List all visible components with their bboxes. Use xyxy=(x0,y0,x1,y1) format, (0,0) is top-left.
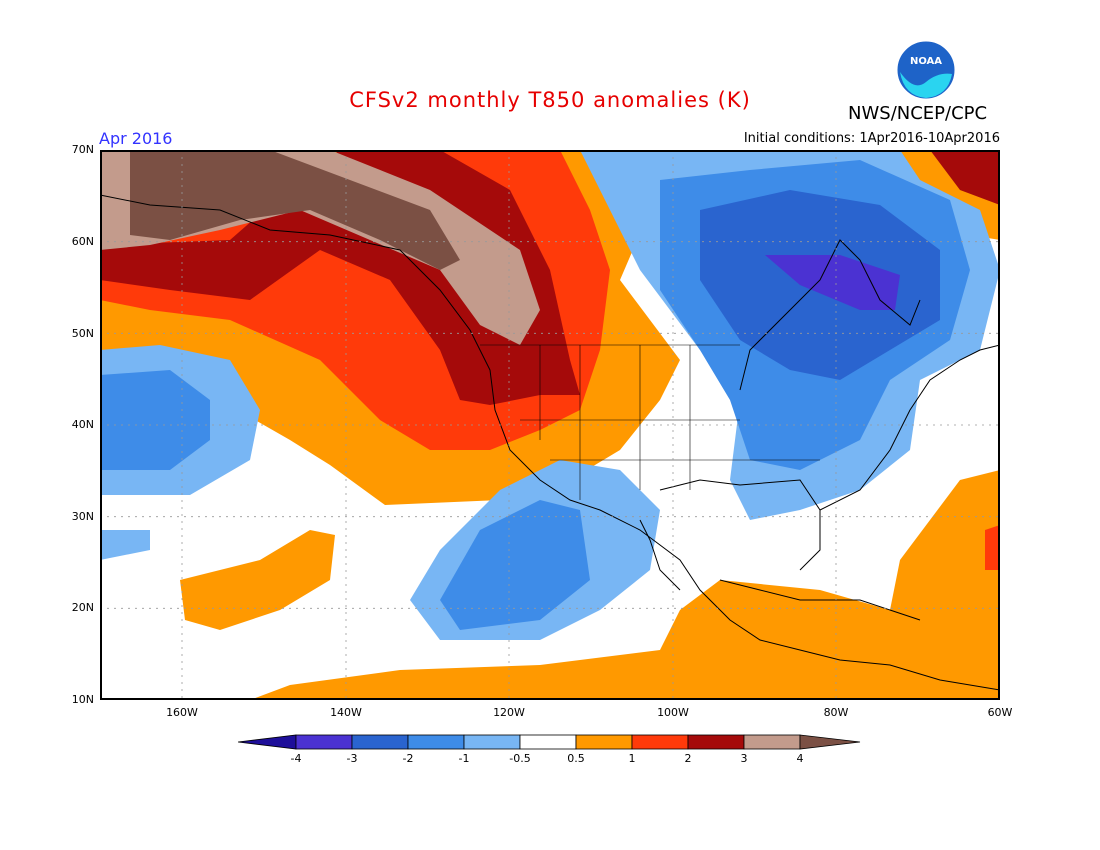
colorbar-seg-8 xyxy=(687,734,745,750)
cool-region-blue-mexico xyxy=(440,500,590,630)
cool-region-lightblue-hawaii-west xyxy=(100,530,150,560)
anomaly-map xyxy=(100,150,1000,700)
month-label: Apr 2016 xyxy=(99,129,173,148)
coastlines xyxy=(100,194,1000,691)
lat-label-40n: 40N xyxy=(71,418,94,431)
colorbar-label-m1: -1 xyxy=(458,752,470,765)
svg-text:NOAA: NOAA xyxy=(910,56,942,67)
colorbar-seg-3 xyxy=(407,734,465,750)
colorbar-label-m05: -0.5 xyxy=(509,752,531,765)
lon-label-160w: 160W xyxy=(166,706,198,719)
colorbar-seg-10 xyxy=(799,734,861,750)
lon-label-80w: 80W xyxy=(823,706,849,719)
warm-region-red-east xyxy=(985,525,1000,570)
colorbar-label-p4: 4 xyxy=(796,752,804,765)
noaa-logo: NOAA xyxy=(896,40,956,100)
warm-region-orange-east xyxy=(250,470,1000,700)
colorbar xyxy=(238,734,861,750)
colorbar-label-m2: -2 xyxy=(402,752,414,765)
lat-label-10n: 10N xyxy=(71,693,94,706)
lat-label-20n: 20N xyxy=(71,601,94,614)
colorbar-seg-5 xyxy=(519,734,577,750)
warm-region-darkred-ne xyxy=(930,150,1000,205)
initial-conditions-label: Initial conditions: 1Apr2016-10Apr2016 xyxy=(743,131,1000,146)
colorbar-label-p05: 0.5 xyxy=(567,752,585,765)
cool-region-blue-pacific xyxy=(100,370,210,470)
colorbar-label-m3: -3 xyxy=(346,752,358,765)
agency-label: NWS/NCEP/CPC xyxy=(848,103,988,124)
lat-label-60n: 60N xyxy=(71,235,94,248)
lat-label-70n: 70N xyxy=(71,143,94,156)
colorbar-seg-4 xyxy=(463,734,521,750)
colorbar-label-m4: -4 xyxy=(290,752,302,765)
colorbar-seg-6 xyxy=(575,734,633,750)
colorbar-seg-9 xyxy=(743,734,801,750)
state-borders xyxy=(480,344,820,500)
lat-label-50n: 50N xyxy=(71,327,94,340)
graticule xyxy=(100,150,1000,700)
map-frame xyxy=(100,150,1000,700)
lon-label-140w: 140W xyxy=(330,706,362,719)
map-title: CFSv2 monthly T850 anomalies (K) xyxy=(349,88,751,112)
warm-region-brown xyxy=(130,150,460,270)
colorbar-seg-7 xyxy=(631,734,689,750)
colorbar-label-p2: 2 xyxy=(684,752,692,765)
lat-label-30n: 30N xyxy=(71,510,94,523)
lon-label-60w: 60W xyxy=(987,706,1013,719)
colorbar-seg-2 xyxy=(351,734,409,750)
lon-label-100w: 100W xyxy=(657,706,689,719)
warm-region-orange-pacific xyxy=(180,530,335,630)
cool-region-purple xyxy=(765,255,900,310)
colorbar-label-p1: 1 xyxy=(628,752,636,765)
colorbar-seg-1 xyxy=(295,734,353,750)
colorbar-label-p3: 3 xyxy=(740,752,748,765)
colorbar-seg-0 xyxy=(238,734,297,750)
lon-label-120w: 120W xyxy=(493,706,525,719)
